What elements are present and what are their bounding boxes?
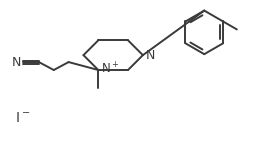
Text: I$^-$: I$^-$ <box>15 111 30 125</box>
Text: N$^+$: N$^+$ <box>101 61 120 77</box>
Text: N: N <box>12 56 21 69</box>
Text: N: N <box>146 49 155 62</box>
